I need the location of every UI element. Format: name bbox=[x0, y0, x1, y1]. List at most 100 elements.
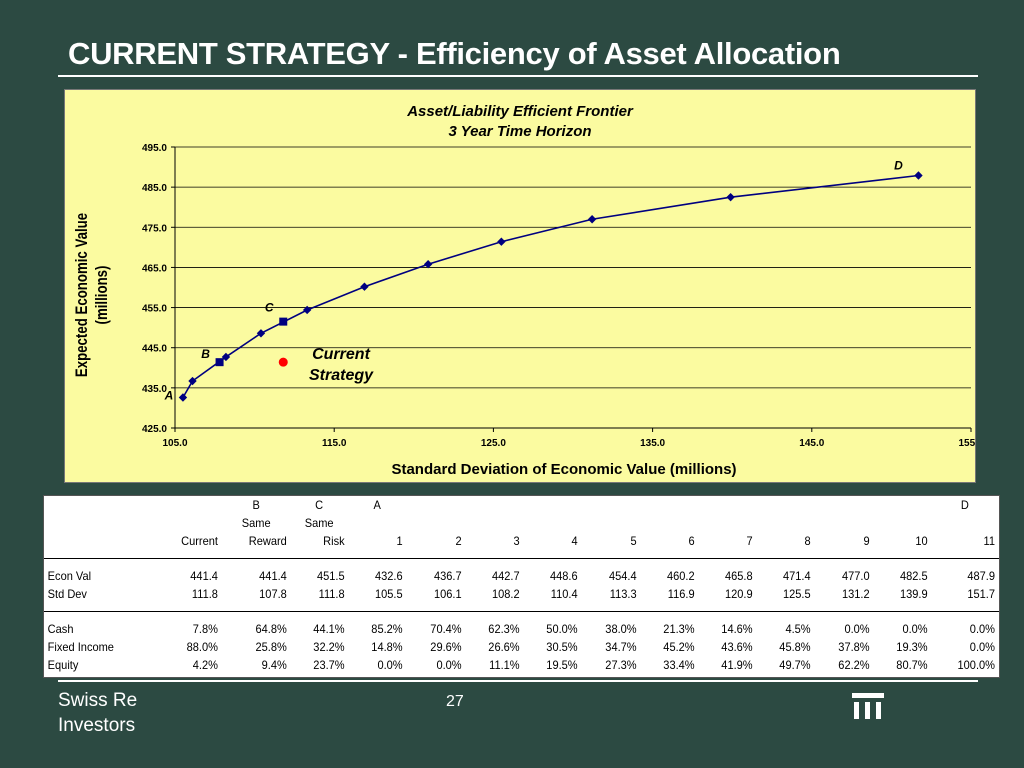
table-cell: 23.7% bbox=[313, 658, 345, 672]
table-cell: 111.8 bbox=[191, 587, 218, 601]
table-cell: Reward bbox=[248, 534, 287, 548]
table-cell: 50.0% bbox=[546, 622, 578, 636]
table-cell: 125.5 bbox=[783, 587, 812, 601]
table-cell bbox=[584, 514, 638, 532]
table-cell: 139.9 bbox=[900, 587, 928, 601]
table-cell bbox=[700, 514, 754, 532]
table-cell bbox=[44, 514, 146, 532]
table-header-row: Same Same bbox=[44, 514, 999, 532]
table-cell bbox=[44, 532, 146, 550]
table-cell: 26.6% bbox=[488, 640, 520, 654]
point-annotation: C bbox=[265, 301, 274, 315]
current-strategy-label-line1: Current bbox=[312, 346, 370, 363]
y-axis-label-line2: (millions) bbox=[93, 266, 112, 325]
table-cell: 441.4 bbox=[190, 569, 218, 583]
table-spacer bbox=[44, 559, 999, 568]
table-cell: 4 bbox=[571, 534, 578, 548]
table-cell: 105.5 bbox=[375, 587, 403, 601]
y-tick-label: 485.0 bbox=[142, 183, 167, 194]
footer-company: Swiss Re bbox=[58, 690, 138, 711]
table-cell: 465.8 bbox=[725, 569, 753, 583]
table-cell: Same bbox=[304, 516, 334, 530]
table-cell: B bbox=[252, 498, 260, 512]
x-tick-label: 145.0 bbox=[799, 438, 824, 449]
table-cell: 34.7% bbox=[604, 640, 637, 654]
chart-title-line2: 3 Year Time Horizon bbox=[448, 123, 591, 140]
swiss-re-logo-icon bbox=[852, 690, 884, 727]
table-cell: A bbox=[373, 498, 382, 512]
y-tick-label: 425.0 bbox=[142, 424, 167, 435]
table-cell bbox=[875, 514, 929, 532]
table-cell: 30.5% bbox=[546, 640, 578, 654]
table-cell: Current bbox=[181, 534, 218, 548]
table-cell: 49.7% bbox=[779, 658, 812, 672]
table-cell: 441.4 bbox=[258, 569, 287, 583]
table-cell bbox=[467, 496, 521, 514]
table-cell bbox=[584, 496, 638, 514]
title-divider bbox=[58, 75, 978, 77]
table-cell: 21.3% bbox=[663, 622, 695, 636]
table-cell: 14.8% bbox=[371, 640, 403, 654]
x-tick-label: 105.0 bbox=[162, 438, 187, 449]
y-tick-label: 435.0 bbox=[142, 384, 167, 395]
table-cell: 85.2% bbox=[371, 622, 403, 636]
x-tick-label: 135.0 bbox=[640, 438, 665, 449]
footer-division: Investors bbox=[58, 715, 136, 736]
table-cell: 19.5% bbox=[546, 658, 578, 672]
table-cell: 107.8 bbox=[258, 587, 287, 601]
table-cell: 4.2% bbox=[192, 658, 218, 672]
page-number: 27 bbox=[446, 693, 464, 710]
table-cell: 151.7 bbox=[967, 587, 996, 601]
table-cell bbox=[817, 496, 871, 514]
table-cell: 38.0% bbox=[604, 622, 637, 636]
footer-divider bbox=[58, 680, 978, 682]
table-cell bbox=[409, 496, 463, 514]
table-cell bbox=[467, 514, 521, 532]
table-cell: 88.0% bbox=[186, 640, 218, 654]
axes bbox=[171, 146, 972, 432]
chart-canvas: 425.0 435.0 445.0 455.0 465.0 475.0 485.0 495.0… bbox=[73, 103, 975, 478]
table-cell bbox=[351, 514, 405, 532]
table-cell: 131.2 bbox=[841, 587, 870, 601]
table-cell bbox=[875, 496, 929, 514]
table-cell: 0.0% bbox=[844, 622, 870, 636]
table-cell: 27.3% bbox=[604, 658, 637, 672]
frontier-point bbox=[726, 192, 735, 202]
table-cell: C bbox=[315, 498, 324, 512]
table-cell bbox=[158, 514, 219, 532]
table-cell: 7 bbox=[746, 534, 753, 548]
table-divider bbox=[44, 603, 999, 612]
table-cell: 1 bbox=[396, 534, 403, 548]
point-annotation: A bbox=[164, 388, 174, 402]
allocation-table-grid: B C A D Same Same Current Reward Risk 1 2 3 4 5 6 7 8 9 10… bbox=[44, 496, 999, 674]
table-cell: 477.0 bbox=[841, 569, 870, 583]
frontier-point bbox=[587, 215, 597, 224]
table-cell: 471.4 bbox=[783, 569, 812, 583]
allocation-table: B C A D Same Same Current Reward Risk 1 2 3 4 5 6 7 8 9 10… bbox=[43, 495, 1000, 678]
table-cell: 37.8% bbox=[838, 640, 870, 654]
table-cell: 29.6% bbox=[429, 640, 462, 654]
table-row: Cash 7.8% 64.8% 44.1% 85.2% 70.4% 62.3% 50.0% 38… bbox=[44, 620, 999, 638]
slide-title: CURRENT STRATEGY - Efficiency of Asset A… bbox=[68, 36, 841, 71]
table-cell: 11.1% bbox=[489, 658, 520, 672]
table-cell: 7.8% bbox=[192, 622, 218, 636]
table-cell: 113.3 bbox=[609, 587, 637, 601]
table-cell: 2 bbox=[455, 534, 462, 548]
efficient-frontier-chart: 425.0 435.0 445.0 455.0 465.0 475.0 485.0 495.0… bbox=[64, 89, 976, 483]
table-divider bbox=[44, 550, 999, 559]
table-cell: 9 bbox=[863, 534, 870, 548]
table-cell: 62.3% bbox=[488, 622, 520, 636]
table-cell: 5 bbox=[630, 534, 637, 548]
y-axis-label-line1: Expected Economic Value bbox=[73, 213, 92, 377]
grid-lines bbox=[175, 146, 971, 429]
table-cell: 116.9 bbox=[667, 587, 695, 601]
frontier-point bbox=[360, 282, 369, 291]
table-cell: 45.2% bbox=[663, 640, 695, 654]
table-cell: Fixed Income bbox=[47, 640, 114, 654]
x-tick-label: 155.0 bbox=[958, 438, 975, 449]
table-cell: 0.0% bbox=[436, 658, 462, 672]
table-cell bbox=[642, 496, 696, 514]
table-cell: Std Dev bbox=[47, 587, 87, 601]
table-cell: 3 bbox=[513, 534, 520, 548]
